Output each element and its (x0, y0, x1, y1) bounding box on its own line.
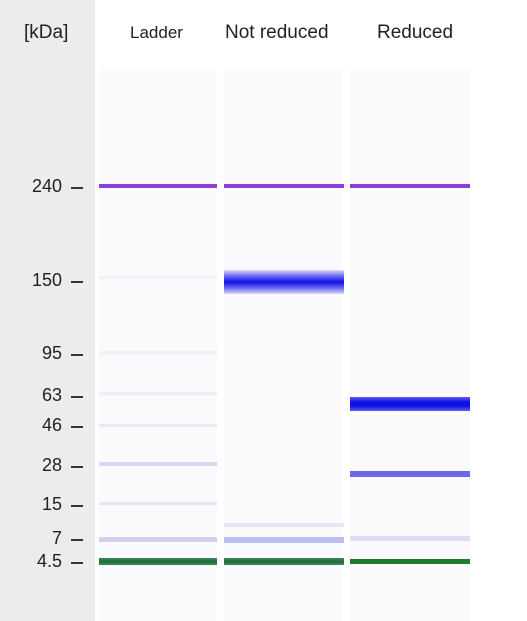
reduced-band-240 (350, 184, 470, 188)
lane-background-not-reduced (224, 70, 342, 621)
gel-lanes-panel (95, 0, 475, 621)
unit-label: [kDa] (24, 22, 69, 43)
ladder-band-95 (99, 351, 217, 354)
mw-tick-label: 150 (31, 270, 62, 290)
tick-dash (71, 562, 83, 564)
not-reduced-band-faint-lower (224, 537, 344, 543)
tick-dash (71, 187, 83, 189)
tick-dash (71, 426, 83, 428)
mw-tick-label: 28 (41, 455, 62, 475)
ladder-band-7 (99, 537, 217, 542)
ladder-band-4-5 (99, 558, 217, 565)
reduced-band-4-5 (350, 559, 470, 564)
lane-header-not-reduced: Not reduced (225, 22, 329, 43)
mw-tick-label: 240 (31, 176, 62, 196)
reduced-band-light (350, 471, 470, 477)
tick-dash (71, 539, 83, 541)
mw-tick-label: 46 (41, 415, 62, 435)
not-reduced-band-4-5 (224, 558, 344, 565)
mw-tick-label: 63 (41, 385, 62, 405)
lane-header-reduced: Reduced (377, 22, 454, 43)
tick-dash (71, 466, 83, 468)
ladder-band-150 (99, 276, 217, 279)
not-reduced-band-240 (224, 184, 344, 188)
reduced-band-heavy (350, 397, 470, 411)
tick-dash (71, 281, 83, 283)
lane-header-ladder: Ladder (130, 23, 183, 42)
tick-dash (71, 396, 83, 398)
lane-background-ladder (99, 70, 217, 621)
ladder-band-28 (99, 462, 217, 466)
not-reduced-band-faint-upper (224, 523, 344, 527)
ladder-band-15 (99, 502, 217, 505)
ladder-band-46 (99, 424, 217, 427)
lane-background-reduced (350, 70, 470, 621)
ladder-band-63 (99, 392, 217, 395)
tick-dash (71, 354, 83, 356)
mw-tick-label: 15 (41, 494, 62, 514)
mw-tick-label: 95 (41, 343, 62, 363)
ladder-band-240 (99, 184, 217, 188)
mw-tick-label: 7 (51, 528, 62, 548)
not-reduced-band-main (224, 270, 344, 294)
reduced-band-faint (350, 536, 470, 541)
mw-tick-label: 4.5 (36, 551, 62, 571)
mw-axis-panel (0, 0, 95, 621)
tick-dash (71, 505, 83, 507)
